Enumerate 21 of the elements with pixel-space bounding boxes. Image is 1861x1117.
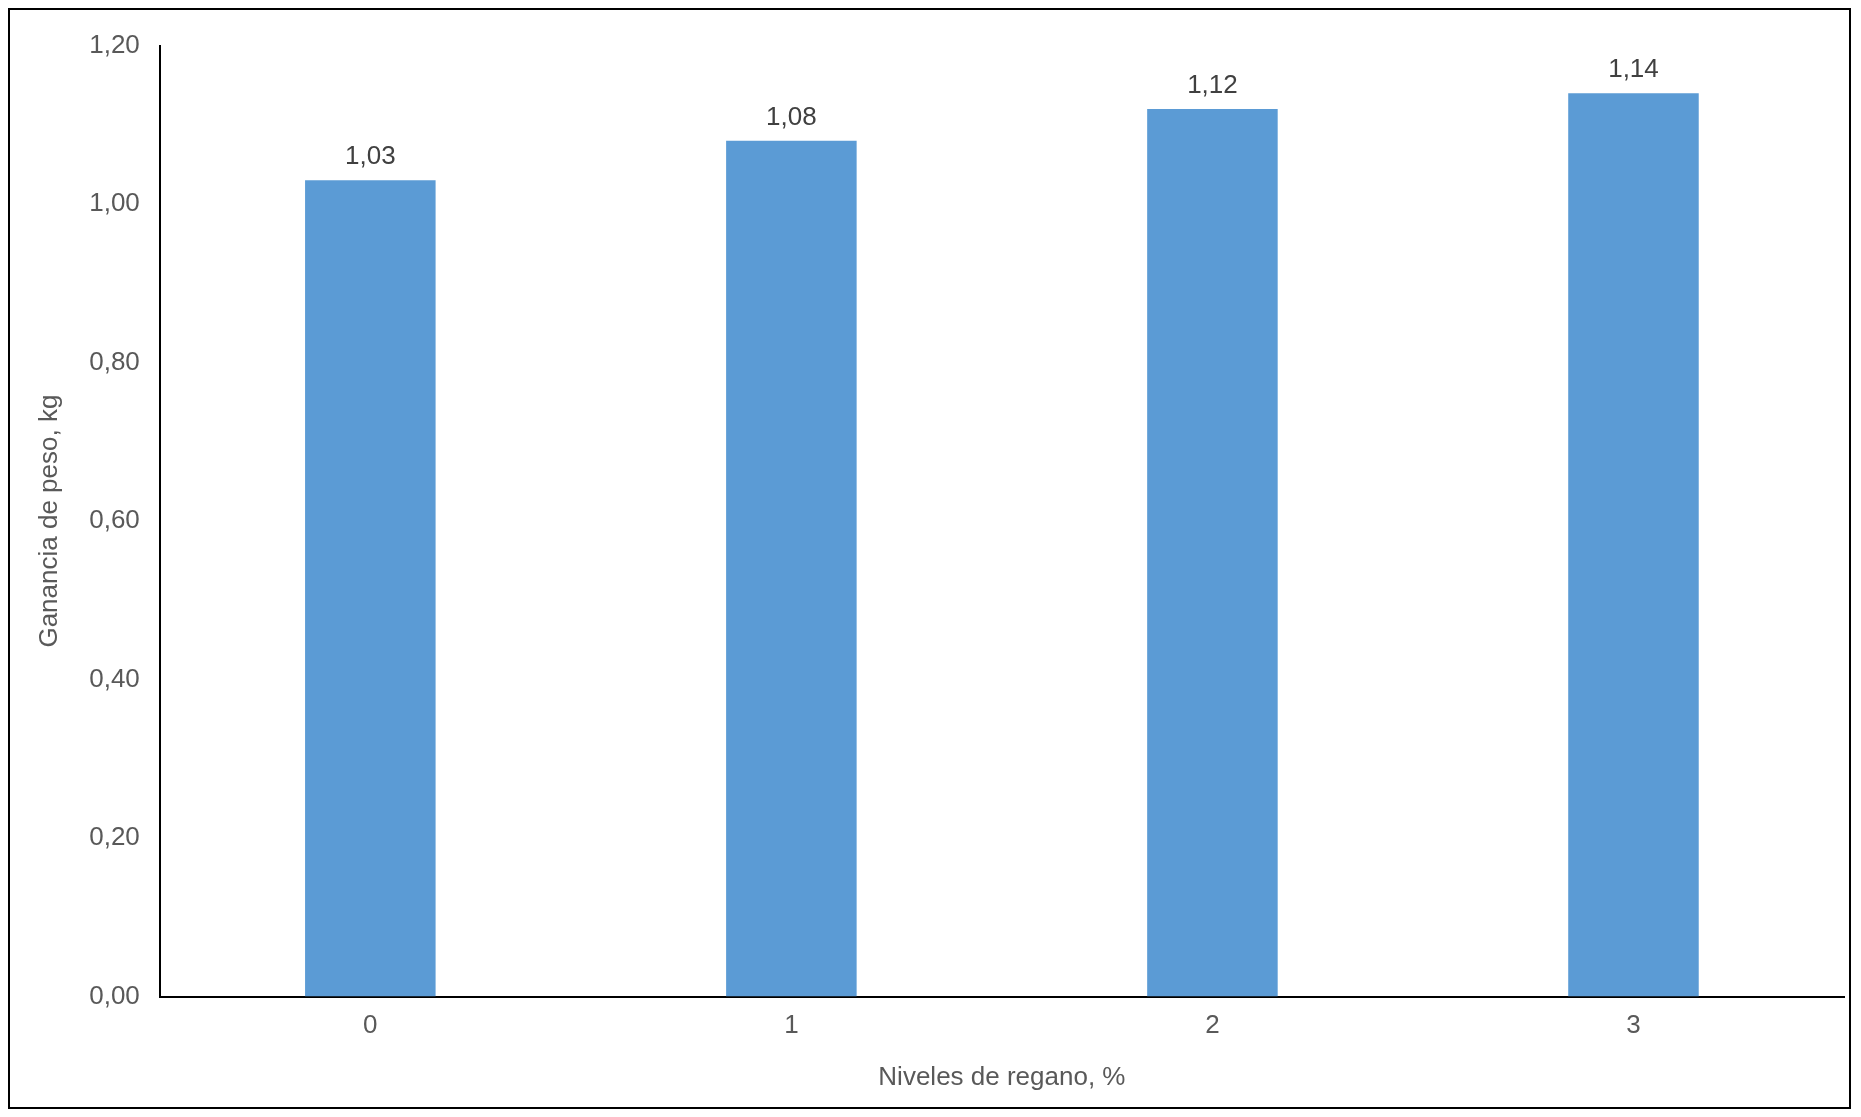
y-axis-title: Ganancia de peso, kg	[32, 394, 63, 648]
bar	[1568, 93, 1699, 997]
y-tick-label: 0,60	[89, 504, 140, 535]
x-axis-title: Niveles de regano, %	[878, 1060, 1126, 1091]
x-tick-label: 2	[1205, 1009, 1220, 1040]
bar	[726, 140, 857, 997]
data-label: 1,12	[1187, 69, 1238, 100]
y-tick-label: 1,20	[89, 28, 140, 59]
data-label: 1,14	[1608, 53, 1659, 84]
y-tick-label: 0,80	[89, 345, 140, 376]
y-tick-label: 0,40	[89, 662, 140, 693]
x-tick-label: 3	[1626, 1009, 1641, 1040]
y-tick-label: 1,00	[89, 187, 140, 218]
data-label: 1,08	[766, 100, 817, 131]
x-tick-label: 1	[784, 1009, 799, 1040]
data-label: 1,03	[345, 140, 396, 171]
y-tick-label: 0,20	[89, 821, 140, 852]
y-tick-label: 0,00	[89, 979, 140, 1010]
x-tick-label: 0	[363, 1009, 378, 1040]
bar	[305, 180, 436, 997]
bar	[1147, 109, 1278, 997]
